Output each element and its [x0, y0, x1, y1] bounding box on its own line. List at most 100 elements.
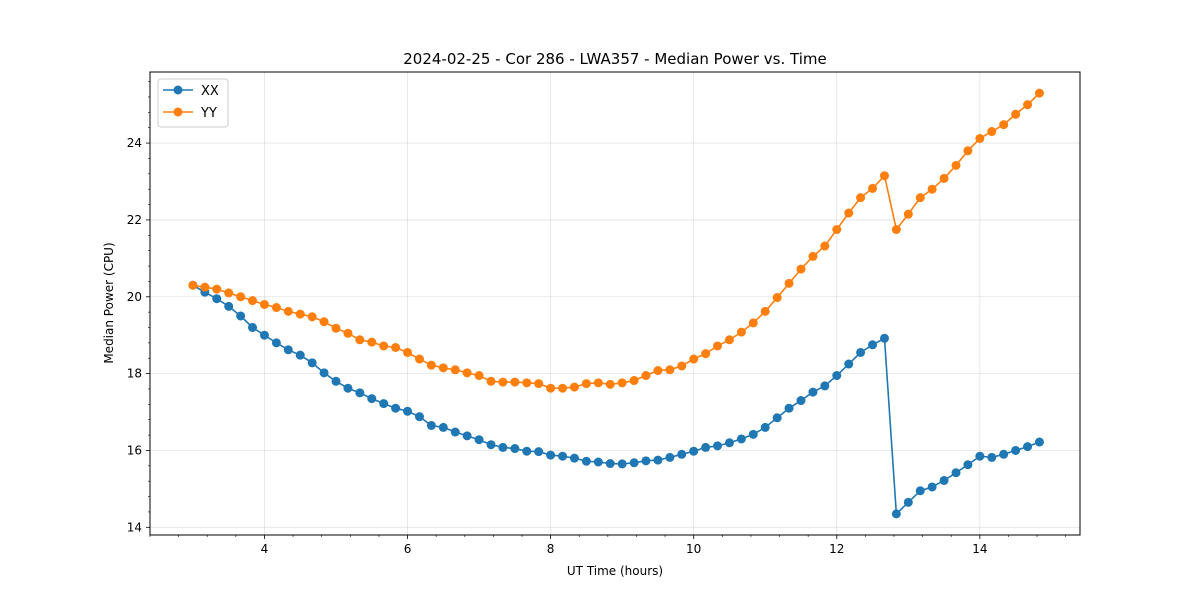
data-point-xx	[1023, 442, 1033, 452]
data-point-yy	[868, 183, 878, 193]
data-point-xx	[236, 311, 246, 321]
data-point-yy	[689, 354, 699, 364]
data-point-xx	[1034, 437, 1044, 447]
data-point-yy	[212, 284, 222, 294]
data-point-xx	[534, 447, 544, 457]
data-point-yy	[283, 306, 293, 316]
data-point-yy	[546, 383, 556, 393]
data-point-yy	[343, 328, 353, 338]
data-point-xx	[558, 451, 568, 461]
data-point-xx	[259, 330, 269, 340]
data-point-yy	[450, 365, 460, 375]
data-point-xx	[581, 456, 591, 466]
x-tick-label: 12	[829, 542, 844, 556]
data-point-yy	[844, 208, 854, 218]
y-tick-label: 20	[127, 290, 142, 304]
data-point-yy	[200, 282, 210, 292]
data-point-xx	[593, 457, 603, 467]
data-point-xx	[379, 399, 389, 409]
data-point-xx	[438, 422, 448, 432]
data-point-yy	[927, 184, 937, 194]
data-point-xx	[689, 446, 699, 456]
data-point-yy	[724, 335, 734, 345]
y-tick-label: 14	[127, 520, 142, 534]
data-point-xx	[999, 449, 1009, 459]
data-point-xx	[844, 359, 854, 369]
data-point-xx	[713, 441, 723, 451]
data-point-xx	[498, 442, 508, 452]
data-point-yy	[414, 354, 424, 364]
data-point-xx	[903, 497, 913, 507]
y-tick-label: 24	[127, 136, 142, 150]
data-point-xx	[736, 434, 746, 444]
data-point-yy	[760, 306, 770, 316]
data-point-xx	[343, 383, 353, 393]
data-point-xx	[546, 450, 556, 460]
data-point-xx	[367, 394, 377, 404]
data-point-xx	[248, 323, 258, 333]
data-point-xx	[569, 453, 579, 463]
data-point-yy	[474, 371, 484, 381]
data-point-xx	[832, 371, 842, 381]
y-tick-label: 18	[127, 367, 142, 381]
data-point-xx	[891, 509, 901, 519]
data-point-xx	[307, 358, 317, 368]
data-point-xx	[331, 376, 341, 386]
data-point-yy	[987, 127, 997, 137]
data-point-xx	[879, 333, 889, 343]
data-point-yy	[224, 288, 234, 298]
data-point-yy	[403, 347, 413, 357]
data-point-xx	[462, 431, 472, 441]
data-point-yy	[856, 193, 866, 203]
data-point-yy	[498, 377, 508, 387]
data-point-xx	[224, 301, 234, 311]
data-point-xx	[868, 340, 878, 350]
legend-label-yy: YY	[200, 106, 217, 121]
plot-series	[188, 88, 1044, 519]
data-point-xx	[450, 427, 460, 437]
data-point-yy	[808, 251, 818, 261]
series-xx	[188, 280, 1044, 519]
data-point-yy	[379, 341, 389, 351]
y-tick-label: 16	[127, 443, 142, 457]
data-point-xx	[605, 459, 615, 469]
data-point-xx	[665, 452, 675, 462]
data-point-yy	[391, 342, 401, 352]
data-point-xx	[522, 446, 532, 456]
x-tick-label: 10	[686, 542, 701, 556]
plot-frame	[149, 71, 1081, 536]
data-point-xx	[319, 368, 329, 378]
x-tick-label: 14	[972, 542, 987, 556]
data-point-xx	[987, 452, 997, 462]
data-point-yy	[796, 264, 806, 274]
data-point-yy	[772, 293, 782, 303]
grid	[150, 72, 1080, 535]
data-point-yy	[307, 312, 317, 322]
data-point-yy	[295, 309, 305, 319]
data-point-yy	[736, 327, 746, 337]
data-point-yy	[653, 366, 663, 376]
data-point-yy	[522, 378, 532, 388]
data-point-yy	[701, 349, 711, 359]
x-tick-label: 6	[404, 542, 412, 556]
x-tick-label: 4	[261, 542, 269, 556]
data-point-xx	[951, 468, 961, 478]
data-point-xx	[796, 396, 806, 406]
series-yy	[188, 88, 1044, 393]
data-point-yy	[629, 376, 639, 386]
data-point-xx	[641, 456, 651, 466]
data-point-xx	[617, 459, 627, 469]
data-point-yy	[188, 280, 198, 290]
data-point-yy	[236, 292, 246, 302]
data-point-yy	[259, 299, 269, 309]
data-point-yy	[581, 379, 591, 389]
data-point-xx	[355, 388, 365, 398]
data-point-yy	[426, 360, 436, 370]
data-point-yy	[593, 378, 603, 388]
data-point-yy	[569, 382, 579, 392]
data-point-yy	[1011, 109, 1021, 119]
x-tick-label: 8	[547, 542, 555, 556]
legend-label-xx: XX	[201, 84, 219, 99]
data-point-xx	[510, 444, 520, 454]
data-point-xx	[1011, 445, 1021, 455]
